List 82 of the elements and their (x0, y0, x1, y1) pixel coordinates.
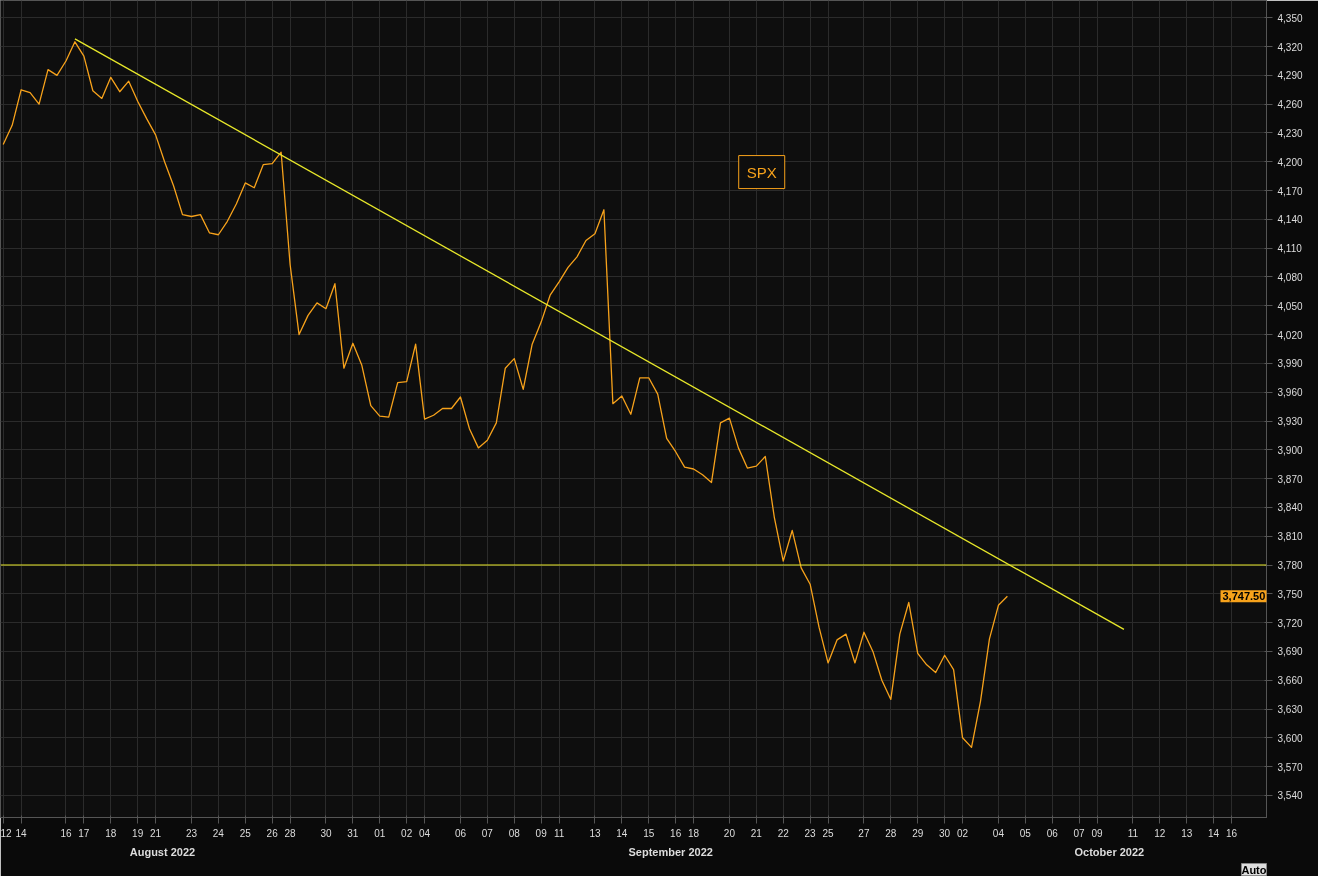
x-tick-label: 07 (481, 827, 494, 839)
y-tick-label: 3,570 (1277, 761, 1303, 773)
x-tick-label: 12 (0, 827, 13, 839)
x-tick-label: 24 (212, 827, 225, 839)
x-tick-label: 30 (320, 827, 332, 839)
y-tick-label: 3,600 (1277, 732, 1303, 744)
x-tick-label: 04 (992, 827, 1005, 839)
y-tick-label: 3,960 (1277, 387, 1303, 399)
y-tick-label: 4,350 (1277, 12, 1303, 24)
x-tick-label: 04 (419, 827, 431, 839)
y-tick-label: 3,810 (1277, 531, 1303, 543)
y-tick-label: 3,870 (1277, 473, 1303, 485)
x-tick-label: 19 (132, 827, 144, 839)
x-tick-label: 11 (553, 827, 565, 839)
x-tick-label: 14 (616, 827, 628, 839)
x-tick-label: 28 (885, 827, 897, 839)
x-tick-label: 28 (284, 827, 297, 839)
x-tick-label: 05 (1019, 827, 1032, 839)
text: October 2022 (1074, 845, 1145, 858)
y-tick-label: 4,080 (1277, 271, 1303, 283)
y-tick-label: 4,290 (1277, 70, 1303, 82)
y-tick-label: 3,990 (1277, 358, 1303, 370)
text: SPX (746, 163, 777, 181)
y-tick-label: 3,540 (1277, 790, 1303, 802)
x-tick-label: 14 (1208, 827, 1220, 839)
x-tick-label: 18 (688, 827, 700, 839)
x-tick-label: 14 (15, 827, 28, 839)
x-tick-label: 31 (347, 827, 359, 839)
x-tick-label: 25 (239, 827, 252, 839)
x-tick-label: 13 (589, 827, 601, 839)
y-tick-label: 4,020 (1277, 329, 1303, 341)
x-tick-label: 16 (670, 827, 682, 839)
x-tick-label: 21 (750, 827, 763, 839)
x-tick-label: 21 (150, 827, 162, 839)
y-tick-label: 3,900 (1277, 444, 1303, 456)
x-tick-label: 13 (1181, 827, 1193, 839)
x-tick-label: 06 (1046, 827, 1059, 839)
y-tick-label: 3,690 (1277, 646, 1303, 658)
text: September 2022 (628, 845, 713, 858)
x-tick-label: 01 (374, 827, 386, 839)
y-tick-label: 4,110 (1277, 243, 1303, 255)
y-tick-label: 3,750 (1277, 588, 1303, 600)
x-tick-label: 25 (822, 827, 835, 839)
y-tick-label: 3,720 (1277, 617, 1303, 629)
x-tick-label: 23 (804, 827, 817, 839)
x-tick-label: 26 (266, 827, 279, 839)
y-tick-label: 4,140 (1277, 214, 1303, 226)
x-tick-label: 06 (454, 827, 467, 839)
x-tick-label: 23 (185, 827, 198, 839)
y-tick-label: 3,930 (1277, 416, 1303, 427)
x-tick-label: 11 (1127, 827, 1139, 839)
x-tick-label: 02 (401, 827, 413, 839)
x-tick-label: 09 (535, 827, 548, 839)
x-tick-label: 15 (643, 827, 655, 839)
y-tick-label: 3,630 (1277, 704, 1303, 716)
y-tick-label: 3,840 (1277, 502, 1303, 514)
x-tick-label: 27 (858, 827, 870, 839)
y-tick-label: 4,260 (1277, 99, 1303, 111)
x-tick-label: 02 (956, 827, 969, 839)
y-tick-label: 3,660 (1277, 675, 1303, 687)
x-tick-label: 30 (939, 827, 951, 839)
x-tick-label: 20 (723, 827, 736, 839)
y-tick-label: 4,230 (1277, 127, 1303, 139)
x-tick-label: 18 (105, 827, 117, 839)
y-tick-label: 4,200 (1277, 156, 1303, 168)
x-tick-label: 22 (777, 827, 790, 839)
line-series (2, 41, 1009, 749)
y-tick-label: 4,170 (1277, 185, 1303, 197)
x-tick-label: 16 (60, 827, 72, 839)
text: Auto (1241, 863, 1267, 876)
x-tick-label: 29 (912, 827, 924, 839)
x-tick-label: 12 (1154, 827, 1166, 839)
x-tick-label: 17 (78, 827, 90, 839)
y-tick-label: 4,320 (1277, 41, 1303, 53)
text: August 2022 (129, 845, 196, 858)
x-tick-label: 08 (508, 827, 521, 839)
y-tick-label: 3,780 (1277, 560, 1303, 572)
y-tick-label: 4,050 (1277, 300, 1303, 312)
x-tick-label: 09 (1091, 827, 1104, 839)
x-tick-label: 07 (1073, 827, 1086, 839)
x-tick-label: 16 (1225, 827, 1238, 839)
annotation: 3,747.50 (1222, 590, 1266, 603)
